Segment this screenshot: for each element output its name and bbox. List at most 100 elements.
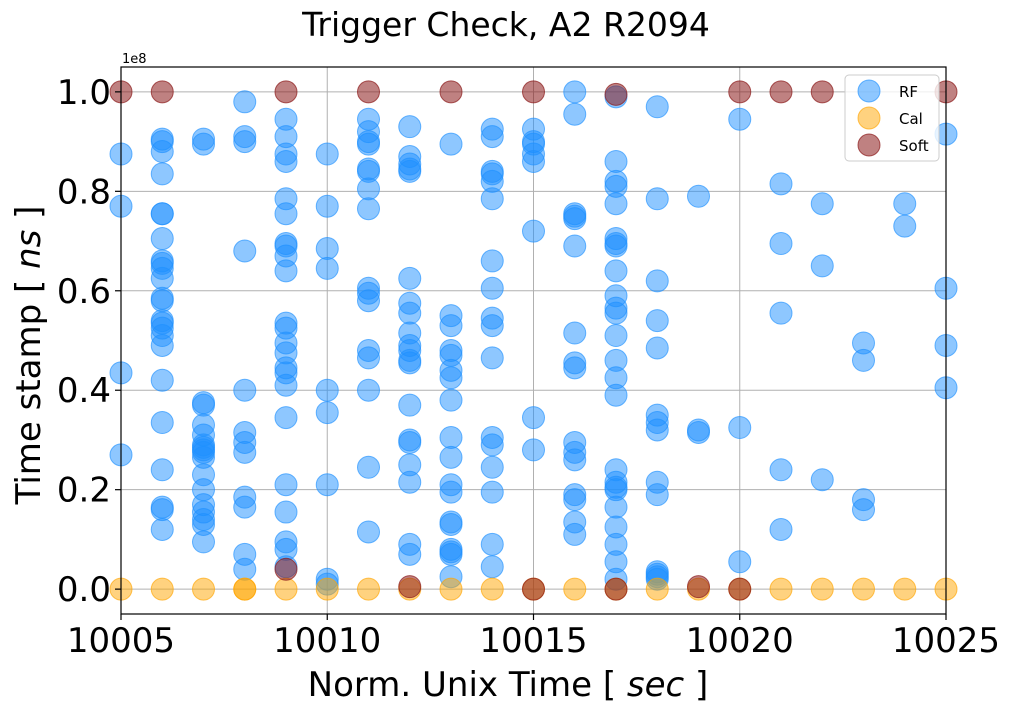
data-point-cal <box>852 577 875 601</box>
data-point-rf <box>150 202 174 226</box>
data-point-soft <box>357 80 380 104</box>
y-tick-label: 0.8 <box>57 172 111 212</box>
x-axis-label: Norm. Unix Time [ sec ] <box>308 665 709 705</box>
y-offset-label: 1e8 <box>122 52 147 67</box>
data-point-rf <box>852 498 875 522</box>
legend-marker-cal <box>857 106 881 130</box>
data-point-rf <box>728 550 752 574</box>
data-point-rf <box>150 227 174 251</box>
data-point-cal <box>480 577 504 601</box>
data-point-rf <box>150 266 174 290</box>
data-point-rf <box>150 498 174 522</box>
data-point-soft <box>687 575 710 599</box>
legend-label-cal: Cal <box>899 110 923 128</box>
data-point-cal <box>769 577 793 601</box>
data-point-rf <box>398 470 422 494</box>
data-point-rf <box>233 130 257 154</box>
data-point-rf <box>150 458 174 482</box>
data-point-cal <box>893 577 917 601</box>
data-point-soft <box>522 80 545 104</box>
data-point-rf <box>274 373 298 397</box>
y-tick-label: 0.4 <box>57 371 111 411</box>
y-tick-label: 0.2 <box>57 471 111 511</box>
data-point-rf <box>315 256 339 280</box>
data-point-rf <box>150 333 174 357</box>
x-tick-label: 10015 <box>479 621 587 661</box>
data-point-rf <box>233 440 257 464</box>
data-point-cal <box>233 577 257 601</box>
y-axis-label-unit: ns <box>9 230 49 269</box>
data-point-soft <box>522 577 545 601</box>
data-point-rf <box>480 314 504 338</box>
data-point-rf <box>233 557 257 581</box>
data-point-rf <box>687 420 710 444</box>
data-point-cal <box>150 577 174 601</box>
data-point-rf <box>604 324 628 348</box>
data-point-rf <box>480 249 504 273</box>
series-rf <box>109 80 958 596</box>
data-point-rf <box>563 80 587 104</box>
data-point-cal <box>192 577 215 601</box>
data-point-rf <box>645 336 669 360</box>
data-point-rf <box>728 107 752 131</box>
data-point-rf <box>893 214 917 238</box>
data-point-rf <box>439 512 463 536</box>
data-point-rf <box>604 259 628 283</box>
data-point-rf <box>233 239 257 263</box>
data-point-soft <box>604 577 628 601</box>
x-tick-label: 10010 <box>273 621 381 661</box>
data-point-rf <box>480 346 504 370</box>
data-point-soft <box>274 557 298 581</box>
data-point-soft <box>810 80 834 104</box>
data-point-rf <box>439 366 463 390</box>
data-point-rf <box>645 309 669 333</box>
data-point-soft <box>274 80 298 104</box>
data-point-rf <box>645 418 669 442</box>
series-soft <box>109 80 958 601</box>
data-point-rf <box>315 473 339 497</box>
data-point-cal <box>810 577 834 601</box>
data-point-rf <box>274 473 298 497</box>
y-tick-label: 1.0 <box>57 73 111 113</box>
data-point-soft <box>604 82 628 106</box>
chart-title: Trigger Check, A2 R2094 <box>301 5 710 44</box>
data-point-rf <box>522 219 545 243</box>
data-point-rf <box>604 301 628 325</box>
data-point-rf <box>233 495 257 519</box>
y-tick-label: 0.0 <box>57 570 111 610</box>
data-point-rf <box>810 468 834 492</box>
data-point-rf <box>563 102 587 126</box>
data-point-rf <box>810 192 834 216</box>
data-point-rf <box>522 406 545 430</box>
data-point-rf <box>563 207 587 231</box>
data-point-rf <box>645 483 669 507</box>
data-point-soft <box>150 80 174 104</box>
data-point-rf <box>522 149 545 173</box>
data-point-rf <box>150 289 174 313</box>
data-point-rf <box>645 269 669 293</box>
legend-marker-soft <box>857 133 881 157</box>
data-point-rf <box>398 430 422 454</box>
data-point-rf <box>604 149 628 173</box>
data-point-rf <box>398 115 422 139</box>
data-point-rf <box>233 90 257 114</box>
data-point-rf <box>315 378 339 402</box>
data-point-rf <box>439 542 463 566</box>
data-point-rf <box>480 125 504 149</box>
data-point-cal <box>439 577 463 601</box>
data-point-rf <box>893 192 917 216</box>
data-point-rf <box>604 234 628 258</box>
data-point-rf <box>150 368 174 392</box>
x-axis-label-unit: sec <box>627 665 685 705</box>
data-point-cal <box>645 577 669 601</box>
data-point-rf <box>852 348 875 372</box>
data-point-rf <box>645 187 669 211</box>
x-axis-label-prefix: Norm. Unix Time [ <box>308 665 627 705</box>
y-axis-label-prefix: Time stamp [ <box>9 269 49 505</box>
x-tick-label: 10005 <box>67 621 175 661</box>
data-point-rf <box>398 542 422 566</box>
data-point-rf <box>233 378 257 402</box>
data-point-rf <box>357 177 380 201</box>
data-point-rf <box>563 321 587 345</box>
